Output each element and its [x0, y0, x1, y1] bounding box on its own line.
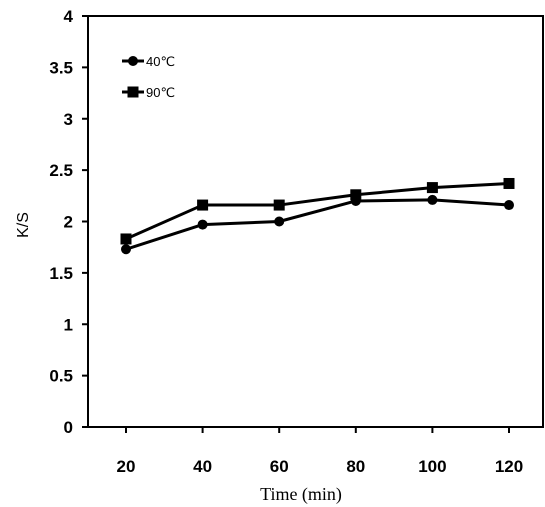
data-point-circle: [504, 200, 514, 211]
y-tick-label: 1: [64, 315, 73, 334]
data-point-square: [197, 199, 209, 211]
y-tick-label: 0: [64, 418, 73, 437]
data-point-square: [503, 177, 515, 189]
x-tick-label: 120: [495, 457, 523, 476]
series-line-1: [125, 198, 510, 251]
x-tick-label: 20: [117, 457, 136, 476]
legend-marker-square: [127, 86, 139, 98]
y-tick-label: 1.5: [49, 264, 73, 283]
y-tick-label: 2.5: [49, 161, 73, 180]
x-tick-label: 60: [270, 457, 289, 476]
y-tick-label: 0.5: [49, 367, 73, 386]
legend-label: 40℃: [146, 54, 175, 69]
data-point-circle: [427, 194, 438, 205]
plot-area-border: [87, 15, 544, 428]
legend-marker-circle: [128, 56, 138, 66]
x-tick-label: 80: [346, 457, 365, 476]
legend-label: 90℃: [146, 85, 175, 100]
y-tick-label: 4: [64, 7, 74, 26]
x-axis-label: Time (min): [260, 484, 342, 505]
y-tick-label: 3.5: [49, 58, 73, 77]
data-point-circle: [197, 219, 208, 230]
y-tick-label: 2: [64, 213, 73, 232]
series-line-2: [125, 181, 510, 241]
data-point-square: [350, 189, 362, 201]
x-tick-label: 100: [418, 457, 446, 476]
x-tick-label: 40: [193, 457, 212, 476]
data-point-circle: [121, 244, 131, 255]
data-point-square: [120, 233, 132, 245]
data-point-square: [273, 199, 285, 211]
y-tick-label: 3: [64, 110, 73, 129]
data-point-circle: [274, 216, 285, 227]
y-axis-label: K/S: [15, 212, 32, 238]
data-point-square: [426, 182, 438, 194]
